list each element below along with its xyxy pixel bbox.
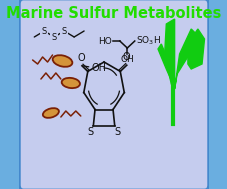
Text: S: S xyxy=(42,26,47,36)
Polygon shape xyxy=(164,19,174,84)
Text: S: S xyxy=(51,33,57,42)
Text: O: O xyxy=(122,52,130,62)
Text: S: S xyxy=(61,26,67,36)
Text: S: S xyxy=(87,126,94,136)
Text: OH: OH xyxy=(120,55,133,64)
Polygon shape xyxy=(187,29,204,69)
Text: O: O xyxy=(77,53,85,63)
Text: $\mathregular{SO_3H}$: $\mathregular{SO_3H}$ xyxy=(135,35,160,47)
Ellipse shape xyxy=(43,108,59,118)
Ellipse shape xyxy=(52,55,72,67)
Text: HO: HO xyxy=(98,36,112,46)
Polygon shape xyxy=(157,44,172,84)
FancyBboxPatch shape xyxy=(19,0,208,189)
Text: OH: OH xyxy=(91,63,106,73)
Ellipse shape xyxy=(62,78,80,88)
Text: Marine Sulfur Metabolites: Marine Sulfur Metabolites xyxy=(6,6,221,22)
Text: S: S xyxy=(114,126,120,136)
Polygon shape xyxy=(174,29,195,89)
